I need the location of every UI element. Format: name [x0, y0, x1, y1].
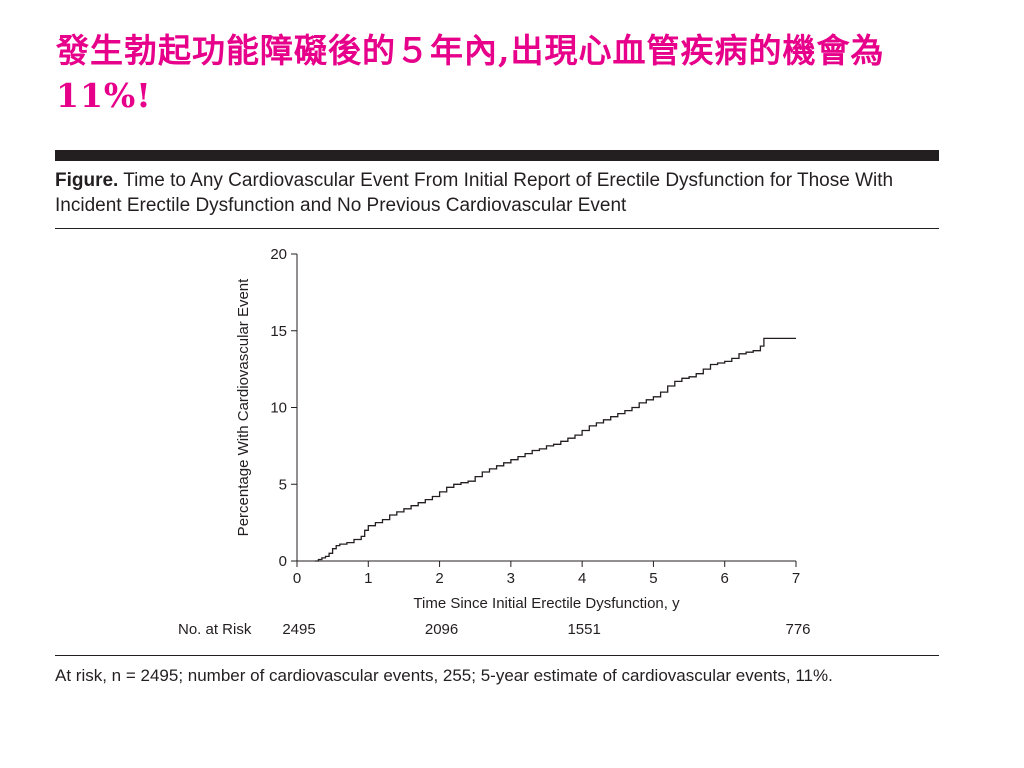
y-axis-label: Percentage With Cardiovascular Event	[235, 278, 252, 536]
risk-table-value: 1551	[567, 621, 600, 638]
y-tick-label: 15	[270, 323, 287, 340]
x-axis-label: Time Since Initial Erectile Dysfunction,…	[413, 595, 680, 612]
risk-table-value: 776	[785, 621, 810, 638]
y-tick-label: 10	[270, 400, 287, 417]
risk-table-label: No. at Risk	[178, 621, 252, 638]
y-tick-label: 0	[279, 553, 287, 570]
figure-caption-lead: Figure.	[55, 170, 119, 191]
figure-caption: Figure. Time to Any Cardiovascular Event…	[55, 168, 939, 218]
x-tick-label: 7	[792, 570, 800, 587]
figure-caption-text: Time to Any Cardiovascular Event From In…	[55, 170, 894, 216]
slide-title: 發生勃起功能障礙後的５年內,出現心血管疾病的機會為11%!	[56, 31, 885, 115]
x-tick-label: 6	[721, 570, 729, 587]
figure-footnote: At risk, n = 2495; number of cardiovascu…	[55, 666, 833, 685]
figure-bottom-rule	[55, 655, 939, 656]
x-tick-label: 2	[435, 570, 443, 587]
chart-axes	[296, 254, 796, 562]
series-line	[314, 337, 796, 562]
x-tick-label: 5	[649, 570, 657, 587]
y-tick-label: 5	[279, 476, 287, 493]
chart-ticks: 0 1 2 3 4 5 6 7 0 5 10 15 20	[270, 246, 800, 587]
x-tick-label: 4	[578, 570, 586, 587]
risk-table-value: 2495	[282, 621, 315, 638]
figure-top-rule	[55, 150, 939, 161]
y-tick-label: 20	[270, 246, 287, 263]
risk-table-value: 2096	[425, 621, 458, 638]
risk-table: 2495 2096 1551 776	[282, 621, 810, 638]
x-tick-label: 1	[364, 570, 372, 587]
figure-mid-rule	[55, 228, 939, 229]
x-tick-label: 3	[507, 570, 515, 587]
x-tick-label: 0	[293, 570, 301, 587]
